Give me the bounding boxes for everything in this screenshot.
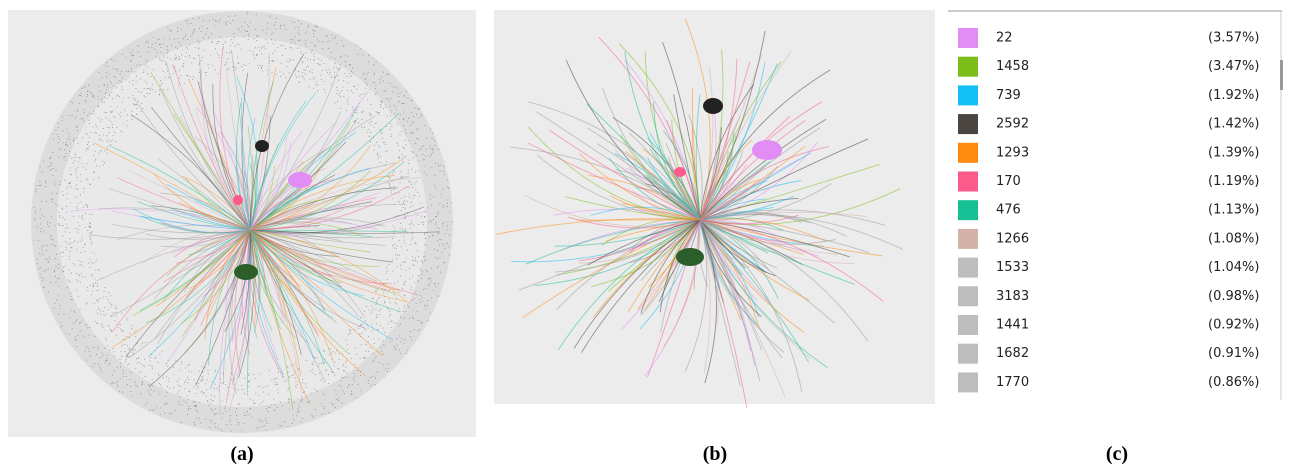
legend-swatch xyxy=(958,57,978,77)
legend-swatch xyxy=(958,286,978,306)
legend-swatch xyxy=(958,229,978,249)
legend-label: 1533 xyxy=(996,260,1029,275)
legend-label: 1293 xyxy=(996,145,1029,160)
legend-swatch xyxy=(958,114,978,134)
legend-label: 739 xyxy=(996,88,1021,103)
legend-label: 1266 xyxy=(996,231,1029,246)
legend-swatch xyxy=(958,200,978,220)
legend-percent: (0.98%) xyxy=(1208,289,1259,304)
legend-label: 2592 xyxy=(996,117,1029,132)
legend-label: 1682 xyxy=(996,346,1029,361)
page: 22 (3.57%) 1458 (3.47%) 739 (1.92%) 2592 (1.42%… xyxy=(0,0,1298,468)
legend-percent: (1.39%) xyxy=(1208,145,1259,160)
caption: (b) xyxy=(703,443,727,465)
legend-percent: (1.04%) xyxy=(1208,260,1259,275)
legend-label: 1458 xyxy=(996,59,1029,74)
cluster-hub xyxy=(676,248,704,266)
legend-swatch xyxy=(958,372,978,392)
legend-percent: (0.92%) xyxy=(1208,318,1259,333)
legend-percent: (0.86%) xyxy=(1208,375,1259,390)
cluster-hub xyxy=(233,195,243,205)
legend-label: 1441 xyxy=(996,318,1029,333)
legend-swatch xyxy=(958,258,978,278)
legend-percent: (1.92%) xyxy=(1208,88,1259,103)
figure: 22 (3.57%) 1458 (3.47%) 739 (1.92%) 2592 (1.42%… xyxy=(0,0,1298,468)
legend-swatch xyxy=(958,143,978,163)
legend-percent: (1.08%) xyxy=(1208,231,1259,246)
cluster-hub xyxy=(752,140,782,160)
legend-percent: (1.19%) xyxy=(1208,174,1259,189)
cluster-hub xyxy=(703,98,723,114)
cluster-hub xyxy=(234,264,258,280)
legend-label: 476 xyxy=(996,203,1021,218)
legend-label: 22 xyxy=(996,31,1013,46)
legend-percent: (3.57%) xyxy=(1208,31,1259,46)
scrollbar-thumb xyxy=(1280,60,1283,90)
caption: (c) xyxy=(1106,443,1128,465)
legend-label: 3183 xyxy=(996,289,1029,304)
legend-percent: (1.42%) xyxy=(1208,117,1259,132)
legend-percent: (0.91%) xyxy=(1208,346,1259,361)
cluster-hub xyxy=(674,167,686,177)
legend-swatch xyxy=(958,344,978,364)
legend-percent: (3.47%) xyxy=(1208,59,1259,74)
caption: (a) xyxy=(230,443,253,465)
legend-label: 1770 xyxy=(996,375,1029,390)
legend-swatch xyxy=(958,28,978,48)
legend-swatch xyxy=(958,172,978,192)
cluster-hub xyxy=(255,140,269,152)
legend-swatch xyxy=(958,85,978,105)
cluster-hub xyxy=(288,172,312,188)
legend-swatch xyxy=(958,315,978,335)
legend-percent: (1.13%) xyxy=(1208,203,1259,218)
legend-label: 170 xyxy=(996,174,1021,189)
